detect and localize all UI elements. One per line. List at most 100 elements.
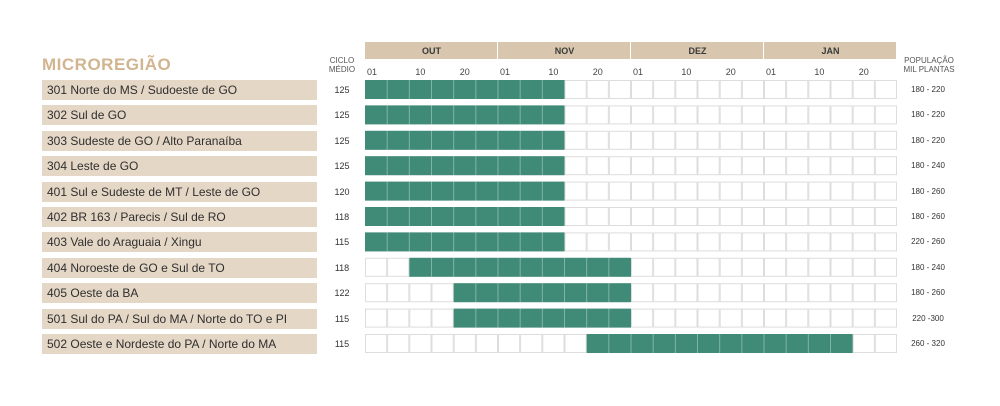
grid-cell [874, 105, 897, 125]
grid-cell [830, 283, 853, 303]
grid-cell [852, 80, 875, 99]
grid-cell [874, 334, 897, 353]
planting-window-bar [453, 308, 631, 328]
grid-cell [653, 80, 676, 99]
planting-window-bar [365, 130, 565, 150]
populacao-value: 180 - 260 [911, 212, 945, 221]
populacao-value: 180 - 220 [911, 85, 945, 94]
grid-cell [631, 257, 654, 277]
grid-cell [631, 105, 654, 125]
ciclo-medio-value: 118 [334, 212, 350, 222]
month-label: JAN [821, 46, 839, 56]
grid-cell [675, 257, 698, 277]
ciclo-medio-value: 118 [334, 262, 350, 273]
grid-cell [741, 257, 764, 277]
day-tick-label: 01 [500, 67, 510, 77]
grid-cell [387, 334, 410, 353]
grid-cell [586, 207, 609, 226]
day-tick-label: 10 [814, 67, 824, 77]
grid-cell [586, 232, 609, 252]
planting-window-bar [365, 80, 565, 99]
grid-cell [675, 207, 698, 226]
grid-cell [852, 257, 875, 277]
grid-cell [741, 308, 764, 328]
grid-cell [675, 80, 698, 99]
populacao-value: 180 - 260 [911, 186, 945, 196]
day-tick-label: 20 [859, 67, 869, 77]
ciclo-medio-header: CICLO MÉDIO [328, 56, 356, 74]
grid-cell [830, 80, 853, 99]
grid-cell [653, 181, 676, 201]
grid-cell [786, 156, 809, 176]
month-header-out [365, 42, 497, 59]
grid-cell [830, 232, 853, 252]
grid-cell [675, 105, 698, 125]
grid-cell [852, 334, 875, 353]
grid-cell [786, 308, 809, 328]
grid-cell [675, 156, 698, 176]
grid-cell [808, 105, 831, 125]
microregion-label: 501 Sul do PA / Sul do MA / Norte do TO … [42, 308, 317, 329]
grid-cell [608, 105, 631, 125]
grid-cell [874, 130, 897, 150]
microregion-label: 303 Sudeste de GO / Alto Paranaíba [42, 130, 317, 151]
grid-cell [564, 181, 587, 201]
microregion-label: 402 BR 163 / Parecis / Sul de RO [42, 207, 317, 227]
grid-cell [808, 130, 831, 150]
populacao-value: 180 - 260 [911, 288, 945, 298]
grid-cell [586, 156, 609, 176]
populacao-value: 180 - 220 [911, 110, 945, 120]
grid-cell [719, 257, 742, 277]
ciclo-medio-value: 125 [334, 85, 350, 95]
grid-cell [764, 80, 787, 99]
grid-cell [631, 181, 654, 201]
grid-cell [409, 308, 432, 328]
grid-cell [653, 232, 676, 252]
grid-cell [675, 283, 698, 303]
grid-cell [631, 207, 654, 226]
populacao-value: 180 - 240 [911, 262, 945, 272]
grid-cell [852, 232, 875, 252]
ciclo-medio-value: 120 [334, 186, 350, 197]
grid-cell [764, 156, 787, 176]
grid-cell [808, 156, 831, 176]
grid-cell [764, 181, 787, 201]
populacao-value: 260 - 320 [911, 339, 945, 348]
grid-cell [697, 308, 720, 328]
microregion-label: 404 Noroeste de GO e Sul de TO [42, 257, 317, 278]
microregion-label: 403 Vale do Araguaia / Xingu [42, 232, 317, 253]
grid-cell [631, 130, 654, 150]
grid-cell [830, 257, 853, 277]
planting-window-bar [586, 334, 853, 353]
microregion-label: 401 Sul e Sudeste de MT / Leste de GO [42, 181, 317, 202]
grid-cell [764, 232, 787, 252]
grid-cell [631, 156, 654, 176]
planting-window-bar [409, 257, 631, 277]
grid-cell [808, 181, 831, 201]
grid-cell [586, 80, 609, 99]
grid-cell [653, 308, 676, 328]
grid-cell [431, 283, 454, 303]
grid-cell [631, 308, 654, 328]
grid-cell [365, 308, 388, 328]
day-tick-label: 20 [460, 67, 470, 77]
grid-cell [675, 308, 698, 328]
populacao-value: 220 - 260 [911, 237, 945, 247]
microregion-label: 302 Sul de GO [42, 105, 317, 126]
grid-cell [830, 130, 853, 150]
grid-cell [564, 130, 587, 150]
grid-cell [764, 105, 787, 125]
grid-cell [564, 105, 587, 125]
grid-cell [719, 232, 742, 252]
day-tick-label: 01 [633, 67, 643, 77]
month-label: NOV [555, 46, 575, 56]
populacao-header: POPULAÇÃO MIL PLANTAS [903, 56, 955, 74]
ciclo-medio-value: 115 [334, 339, 350, 349]
grid-cell [786, 232, 809, 252]
grid-cell [874, 80, 897, 99]
grid-cell [564, 80, 587, 99]
populacao-value: 180 - 220 [911, 135, 945, 145]
ciclo-medio-value: 115 [334, 313, 350, 324]
grid-cell [564, 156, 587, 176]
